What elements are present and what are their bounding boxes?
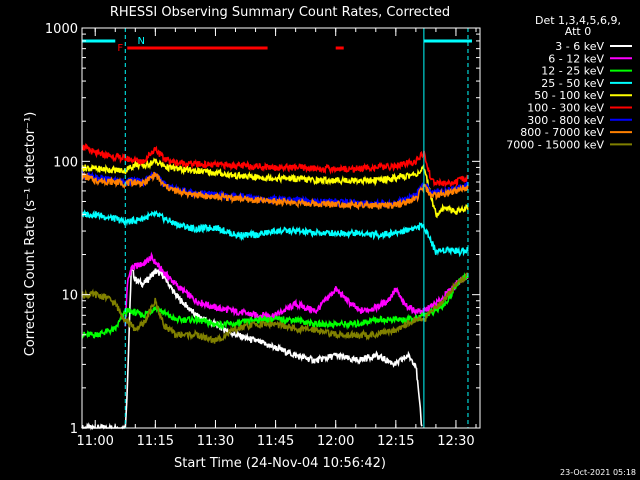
flag-label-f: F bbox=[117, 43, 123, 54]
legend-header: Att 0 bbox=[565, 25, 591, 38]
x-tick-label: 12:00 bbox=[317, 434, 354, 449]
legend-entry-label: 25 - 50 keV bbox=[541, 77, 604, 90]
flag-label-n: N bbox=[138, 36, 145, 47]
series-3-6-kev bbox=[81, 266, 423, 431]
x-tick-label: 12:15 bbox=[377, 434, 414, 449]
legend-entry-label: 7000 - 15000 keV bbox=[506, 138, 604, 151]
plot-frame bbox=[81, 27, 481, 429]
legend-header: Det 1,3,4,5,6,9, bbox=[535, 14, 621, 27]
legend-entry-label: 3 - 6 keV bbox=[555, 40, 604, 53]
data-traces bbox=[81, 142, 469, 431]
y-tick-label: 100 bbox=[53, 155, 78, 170]
series-50-100-kev bbox=[81, 157, 469, 219]
y-tick-label: 1 bbox=[70, 422, 78, 437]
y-tick-label: 10 bbox=[61, 289, 78, 304]
plot-timestamp: 23-Oct-2021 05:18 bbox=[560, 468, 636, 477]
y-axis-label: Corrected Count Rate (s⁻¹ detector⁻¹) bbox=[23, 112, 38, 357]
x-tick-label: 12:30 bbox=[437, 434, 474, 449]
legend-entry-label: 300 - 800 keV bbox=[527, 114, 604, 127]
legend-entry-label: 6 - 12 keV bbox=[548, 52, 604, 65]
legend-entry-label: 100 - 300 keV bbox=[527, 102, 604, 115]
x-axis-label: Start Time (24-Nov-04 10:56:42) bbox=[174, 456, 386, 471]
series-100-300-kev bbox=[81, 142, 469, 189]
series-12-25-kev bbox=[81, 272, 469, 339]
legend-entry-label: 800 - 7000 keV bbox=[520, 126, 604, 139]
series-6-12-kev bbox=[124, 251, 469, 327]
series-25-50-kev bbox=[81, 209, 469, 258]
state-flags: NF bbox=[82, 36, 472, 54]
y-tick-label: 1000 bbox=[45, 22, 78, 37]
series-800-7000-kev bbox=[81, 171, 469, 211]
x-tick-label: 11:15 bbox=[137, 434, 174, 449]
series-7000-15000-kev bbox=[81, 272, 469, 344]
legend-entry-label: 12 - 25 keV bbox=[541, 65, 604, 78]
chart-title: RHESSI Observing Summary Count Rates, Co… bbox=[110, 5, 450, 20]
x-tick-label: 11:30 bbox=[197, 434, 234, 449]
x-tick-label: 11:00 bbox=[76, 434, 113, 449]
vertical-markers bbox=[124, 28, 469, 428]
x-tick-label: 11:45 bbox=[257, 434, 294, 449]
plot-axes: 1 10 100 1000 11:00 11:15 11:30 11:45 12:00 12:15… bbox=[45, 22, 481, 449]
legend-entry-label: 50 - 100 keV bbox=[534, 89, 604, 102]
